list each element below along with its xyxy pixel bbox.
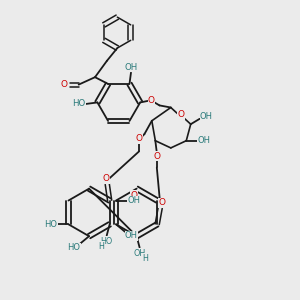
- Text: O: O: [102, 174, 109, 183]
- Text: O: O: [60, 80, 67, 89]
- Text: OH: OH: [128, 196, 140, 205]
- Text: OH: OH: [124, 63, 138, 72]
- Text: O: O: [158, 198, 165, 207]
- Text: O: O: [177, 110, 184, 119]
- Text: OH: OH: [125, 231, 138, 240]
- Text: O: O: [153, 152, 160, 161]
- Text: OH: OH: [134, 249, 146, 258]
- Text: HO: HO: [67, 243, 80, 252]
- Text: OH: OH: [197, 136, 210, 145]
- Text: OH: OH: [200, 112, 213, 121]
- Text: H: H: [142, 254, 148, 263]
- Text: O: O: [136, 134, 142, 143]
- Text: HO: HO: [72, 99, 85, 108]
- Text: HO: HO: [44, 220, 57, 229]
- Text: O: O: [130, 191, 137, 200]
- Text: O: O: [148, 96, 155, 105]
- Text: HO: HO: [100, 237, 113, 246]
- Text: H: H: [98, 242, 104, 251]
